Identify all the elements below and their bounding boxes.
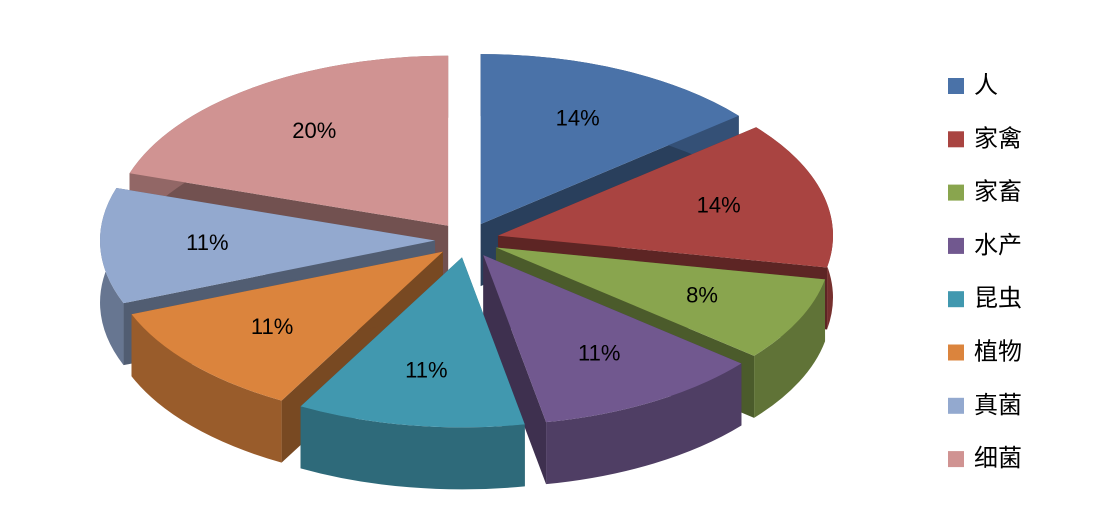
data-label: 11% — [405, 357, 447, 382]
legend-swatch — [948, 344, 964, 361]
slice-wall — [483, 255, 547, 485]
slice — [483, 255, 742, 423]
legend-swatch — [948, 78, 964, 94]
legend-label: 家禽 — [974, 124, 1022, 152]
data-label: 11% — [251, 314, 293, 339]
slice: 11% — [300, 257, 525, 490]
data-label: 14% — [556, 105, 600, 130]
slice — [100, 188, 436, 304]
legend-label: 植物 — [974, 338, 1022, 366]
slice — [129, 55, 449, 226]
legend-label: 细菌 — [974, 444, 1022, 472]
slice — [131, 251, 443, 401]
legend-label: 真菌 — [974, 391, 1022, 419]
legend-label: 人 — [974, 71, 998, 99]
slice-side — [300, 406, 525, 490]
data-label: 11% — [578, 340, 620, 365]
slice-side — [131, 314, 282, 463]
slice — [480, 54, 739, 225]
legend-label: 家畜 — [974, 178, 1022, 206]
legend-label: 水产 — [974, 231, 1022, 259]
legend-swatch — [948, 131, 964, 148]
data-label: 20% — [292, 118, 336, 143]
slice — [497, 127, 833, 268]
slice — [495, 247, 826, 356]
legend-swatch — [948, 184, 964, 201]
data-label: 8% — [686, 283, 718, 308]
slice-side — [546, 363, 742, 485]
legend-swatch — [948, 237, 964, 254]
slice-side — [754, 279, 826, 418]
data-label: 11% — [186, 230, 228, 255]
legend-swatch — [948, 291, 964, 308]
legend-label: 昆虫 — [974, 284, 1022, 312]
slice — [300, 257, 525, 428]
legend-swatch — [948, 397, 964, 414]
legend-swatch — [948, 451, 964, 468]
slice: 11% — [483, 255, 742, 485]
data-label: 14% — [697, 193, 741, 218]
